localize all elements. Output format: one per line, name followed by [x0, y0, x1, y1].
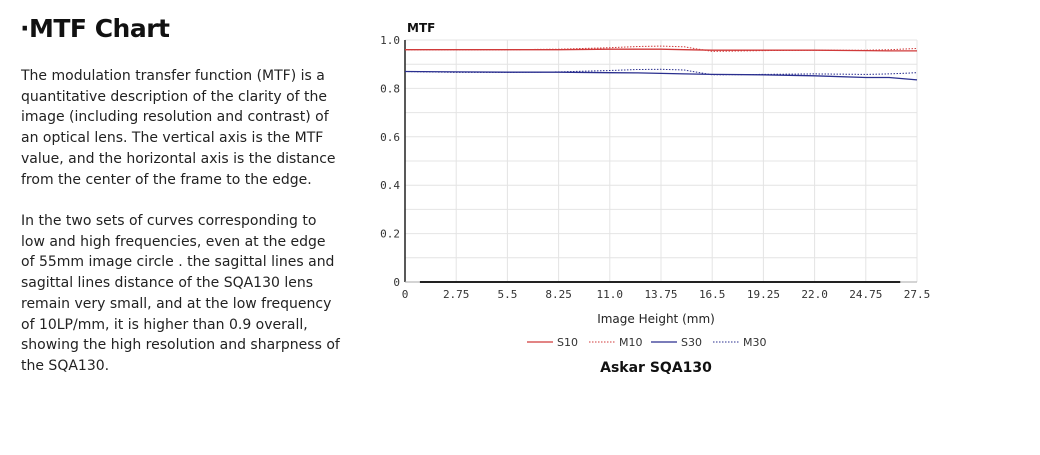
x-tick-label: 0: [402, 288, 409, 301]
y-tick-label: 0.2: [380, 228, 400, 241]
page-title: ·MTF Chart: [20, 14, 170, 43]
y-tick-label: 1.0: [380, 34, 400, 47]
y-tick-label: 0.8: [380, 82, 400, 95]
series-line-s10: [405, 48, 917, 52]
x-tick-label: 2.75: [443, 288, 470, 301]
y-tick-label: 0.6: [380, 131, 400, 144]
y-tick-label: 0: [393, 276, 400, 289]
analysis-paragraph: In the two sets of curves corresponding …: [21, 213, 340, 374]
x-tick-label: 8.25: [545, 288, 572, 301]
x-tick-label: 27.5: [904, 288, 931, 301]
legend-label-s10: S10: [557, 336, 578, 349]
chart-title: Askar SQA130: [600, 360, 712, 376]
legend-label-m10: M10: [619, 336, 643, 349]
x-tick-label: 5.5: [497, 288, 517, 301]
legend-label-m30: M30: [743, 336, 767, 349]
series-line-m10: [405, 45, 918, 52]
x-tick-label: 13.75: [644, 288, 677, 301]
series-line-s30: [404, 70, 918, 81]
description-paragraph: The modulation transfer function (MTF) i…: [21, 68, 336, 188]
x-tick-label: 19.25: [747, 288, 780, 301]
x-axis-title: Image Height (mm): [597, 312, 715, 326]
y-axis-title: MTF: [407, 21, 435, 35]
legend-label-s30: S30: [681, 336, 702, 349]
series-line-m30: [404, 68, 918, 76]
y-tick-label: 0.4: [380, 179, 400, 192]
x-tick-label: 24.75: [849, 288, 882, 301]
x-tick-label: 22.0: [801, 288, 828, 301]
x-tick-label: 11.0: [597, 288, 624, 301]
x-tick-label: 16.5: [699, 288, 726, 301]
